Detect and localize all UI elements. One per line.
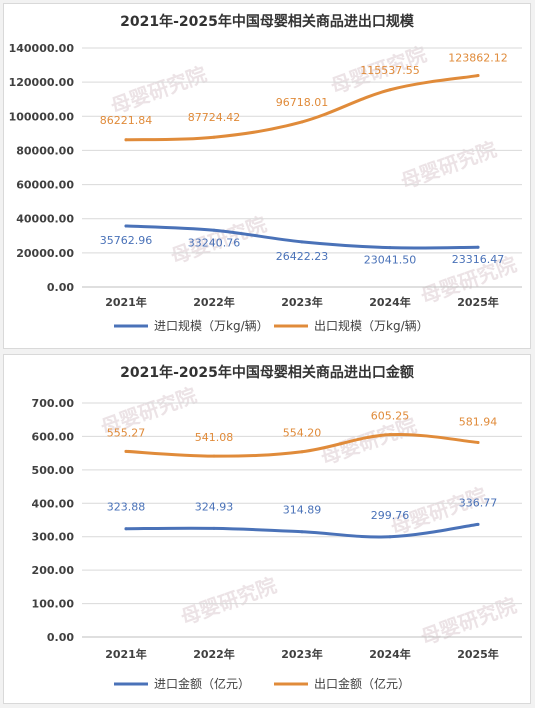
import-data-point (300, 530, 304, 534)
y-tick-label: 400.00 (32, 497, 75, 510)
y-tick-label: 60000.00 (16, 179, 74, 192)
y-tick-label: 0.00 (47, 631, 74, 644)
export-data-label: 87724.42 (188, 111, 241, 124)
import-data-label: 324.93 (195, 500, 234, 513)
import-data-label: 314.89 (283, 504, 322, 517)
chart-panel-amount: 母婴研究院 母婴研究院 母婴研究院 母婴研究院 母婴研究院 2021年-2025年中国母婴… (3, 354, 531, 704)
import-data-label: 23316.47 (452, 253, 505, 266)
y-tick-label: 120000.00 (9, 76, 75, 89)
y-tick-label: 500.00 (32, 464, 75, 477)
import-data-label: 26422.23 (276, 250, 329, 263)
y-tick-label: 200.00 (32, 564, 75, 577)
export-data-point (300, 120, 304, 124)
export-data-label: 541.08 (195, 431, 234, 444)
x-tick-label: 2025年 (457, 295, 499, 309)
export-data-point (476, 440, 480, 444)
export-data-label: 123862.12 (448, 52, 508, 65)
export-data-point (388, 433, 392, 437)
x-tick-label: 2022年 (193, 295, 235, 309)
import-data-label: 35762.96 (100, 234, 153, 247)
export-data-label: 555.27 (107, 426, 146, 439)
y-tick-label: 300.00 (32, 531, 75, 544)
volume-chart: 母婴研究院 母婴研究院母婴研究院母婴研究院母婴研究院2021年-2025年中国母婴… (9, 13, 522, 333)
import-data-label: 299.76 (371, 509, 410, 522)
chart-title: 2021年-2025年中国母婴相关商品进出口规模 (120, 13, 415, 30)
import-data-point (388, 535, 392, 539)
y-tick-label: 20000.00 (16, 247, 74, 260)
x-tick-label: 2022年 (193, 647, 235, 661)
x-tick-label: 2021年 (105, 295, 147, 309)
export-data-label: 554.20 (283, 427, 322, 440)
import-data-label: 33240.76 (188, 236, 241, 249)
x-tick-label: 2024年 (369, 647, 411, 661)
export-data-label: 581.94 (459, 415, 498, 428)
y-tick-label: 80000.00 (16, 144, 74, 157)
export-data-label: 605.25 (371, 410, 410, 423)
y-tick-label: 700.00 (32, 397, 75, 410)
export-data-point (388, 88, 392, 92)
x-tick-label: 2024年 (369, 295, 411, 309)
import-data-point (476, 245, 480, 249)
chart-title: 2021年-2025年中国母婴相关商品进出口金额 (120, 364, 414, 381)
export-data-label: 96718.01 (276, 96, 329, 109)
legend-label: 出口规模（万kg/辆） (314, 318, 429, 333)
chart-panel-volume: 母婴研究院 母婴研究院 母婴研究院 母婴研究院 母婴研究院 2021年-2025年中国母婴… (3, 3, 531, 349)
export-data-label: 115537.55 (360, 64, 420, 77)
watermark: 母婴研究院 (178, 573, 280, 630)
import-data-label: 336.77 (459, 496, 498, 509)
x-tick-label: 2023年 (281, 295, 323, 309)
legend-label: 进口规模（万kg/辆） (154, 318, 269, 333)
import-data-point (212, 228, 216, 232)
import-data-point (124, 224, 128, 228)
y-tick-label: 600.00 (32, 430, 75, 443)
import-data-point (388, 246, 392, 250)
export-data-label: 86221.84 (100, 114, 153, 127)
x-tick-label: 2025年 (457, 647, 499, 661)
import-data-label: 323.88 (107, 501, 146, 514)
legend-label: 进口金额（亿元） (154, 676, 250, 691)
x-tick-label: 2023年 (281, 647, 323, 661)
export-data-point (300, 450, 304, 454)
export-data-point (124, 138, 128, 142)
x-tick-label: 2021年 (105, 647, 147, 661)
export-data-point (212, 135, 216, 139)
import-data-point (212, 526, 216, 530)
watermark: 母婴研究院 (398, 137, 500, 194)
y-tick-label: 0.00 (47, 281, 74, 294)
y-tick-label: 100000.00 (9, 110, 75, 123)
y-tick-label: 40000.00 (16, 213, 74, 226)
watermark: 母婴研究院 (108, 62, 210, 119)
legend-label: 出口金额（亿元） (314, 676, 410, 691)
export-data-point (212, 454, 216, 458)
import-data-point (476, 522, 480, 526)
import-data-point (124, 527, 128, 531)
watermark: 母婴研究院 (418, 593, 520, 650)
export-data-point (476, 74, 480, 78)
import-data-label: 23041.50 (364, 254, 417, 267)
y-tick-label: 140000.00 (9, 42, 75, 55)
y-tick-label: 100.00 (32, 598, 75, 611)
export-data-point (124, 449, 128, 453)
import-data-point (300, 240, 304, 244)
